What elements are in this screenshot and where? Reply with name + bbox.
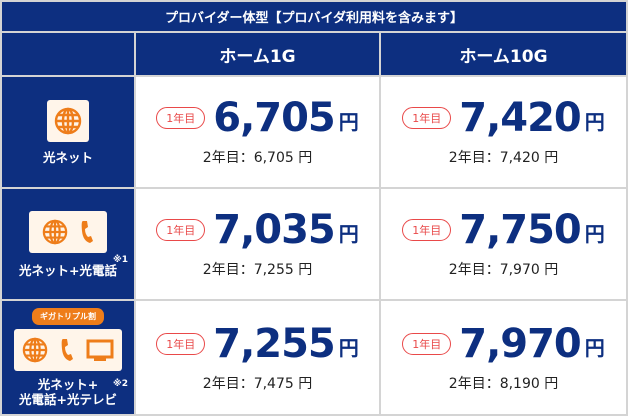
icon-box xyxy=(47,99,89,142)
icon-box xyxy=(29,210,107,253)
first-year-badge: 1年目 xyxy=(156,332,206,355)
row-label-line1: 光ネット+ xyxy=(37,377,99,392)
yen-unit: 円 xyxy=(584,335,605,360)
row-label-net-phone: ※1 光ネット+光電話 xyxy=(2,189,134,299)
giga-triple-discount-badge: ギガトリプル割 xyxy=(32,308,104,325)
yen-unit: 円 xyxy=(338,110,359,134)
first-year-price: 7,420 xyxy=(459,95,582,141)
row-label-line2: 光電話+光テレビ xyxy=(19,392,117,407)
price-cell: 1年目 7,750 円 2年目：7,970 円 xyxy=(381,189,626,299)
row-label: 光ネット+光電話 xyxy=(19,262,117,278)
header-home-10g: ホーム10G xyxy=(381,33,626,75)
yen-unit: 円 xyxy=(584,222,605,246)
second-year-price: 2年目：8,190 円 xyxy=(448,375,559,392)
first-year-badge: 1年目 xyxy=(402,332,452,355)
icon-box xyxy=(14,329,122,371)
table-title: プロバイダー体型【プロバイダ利用料を含みます】 xyxy=(2,2,626,31)
footnote-mark: ※2 xyxy=(112,379,128,389)
first-year-badge: 1年目 xyxy=(156,107,206,129)
second-year-price: 2年目：7,970 円 xyxy=(448,262,559,278)
first-year-badge: 1年目 xyxy=(402,107,452,129)
second-year-price: 2年目：7,475 円 xyxy=(202,375,313,392)
second-year-price: 2年目：7,255 円 xyxy=(202,262,313,278)
first-year-badge: 1年目 xyxy=(402,219,452,241)
price-cell: 1年目 6,705 円 2年目：6,705 円 xyxy=(136,77,379,187)
first-year-price: 7,035 xyxy=(213,207,336,253)
first-year-price: 7,255 xyxy=(213,320,336,367)
yen-unit: 円 xyxy=(338,222,359,246)
globe-icon xyxy=(42,219,68,244)
row-label-net-phone-tv: ギガトリプル割 ※2 光ネット+ 光電話+光テレビ xyxy=(2,301,134,414)
second-year-price: 2年目：7,420 円 xyxy=(448,150,559,166)
phone-icon xyxy=(81,220,93,243)
first-year-price: 6,705 xyxy=(213,95,336,141)
tv-icon xyxy=(86,339,114,361)
row-label-net: 光ネット xyxy=(2,77,134,187)
header-blank xyxy=(2,33,134,75)
first-year-price: 7,970 xyxy=(459,320,582,367)
phone-icon xyxy=(61,339,73,361)
yen-unit: 円 xyxy=(338,335,359,360)
globe-icon xyxy=(54,107,82,134)
header-home-1g: ホーム1G xyxy=(136,33,379,75)
price-cell: 1年目 7,970 円 2年目：8,190 円 xyxy=(381,301,626,414)
row-label: 光ネット xyxy=(42,149,93,165)
price-cell: 1年目 7,035 円 2年目：7,255 円 xyxy=(136,189,379,299)
globe-icon xyxy=(22,337,48,363)
footnote-mark: ※1 xyxy=(112,255,128,265)
first-year-price: 7,750 xyxy=(459,207,582,253)
yen-unit: 円 xyxy=(584,110,605,134)
first-year-badge: 1年目 xyxy=(156,219,206,241)
price-cell: 1年目 7,420 円 2年目：7,420 円 xyxy=(381,77,626,187)
second-year-price: 2年目：6,705 円 xyxy=(202,150,313,166)
price-cell: 1年目 7,255 円 2年目：7,475 円 xyxy=(136,301,379,414)
